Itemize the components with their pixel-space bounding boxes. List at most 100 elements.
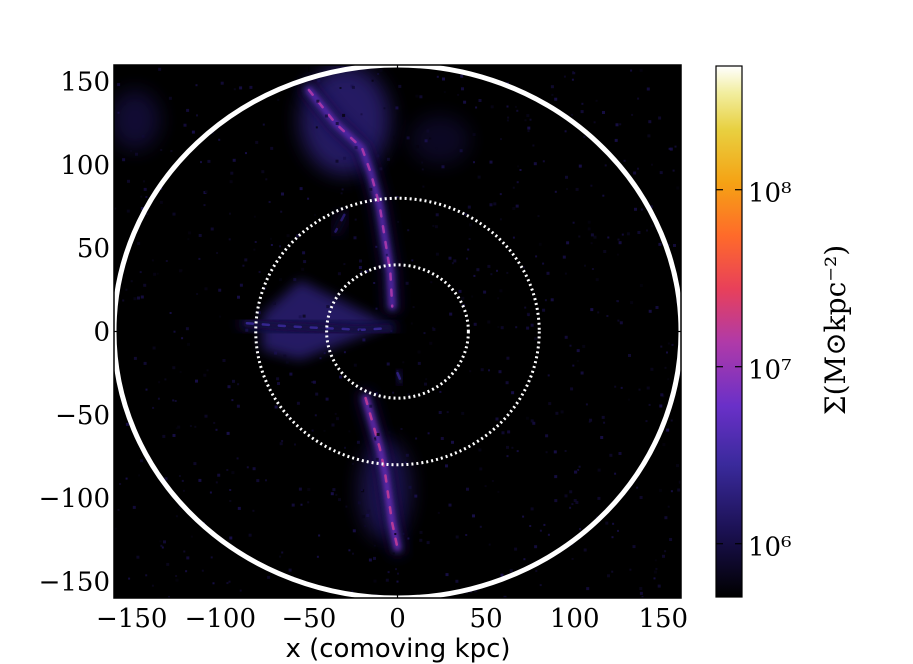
- noise-pixel: [645, 420, 648, 423]
- noise-pixel: [461, 296, 465, 300]
- noise-pixel: [670, 419, 673, 422]
- noise-pixel: [274, 351, 278, 355]
- noise-pixel: [511, 446, 514, 449]
- noise-pixel: [160, 149, 163, 151]
- noise-pixel: [429, 137, 432, 140]
- noise-pixel: [511, 391, 515, 395]
- noise-pixel: [343, 156, 347, 160]
- noise-pixel: [506, 455, 509, 458]
- noise-pixel: [229, 212, 231, 215]
- noise-pixel: [141, 134, 145, 138]
- noise-pixel: [253, 248, 256, 251]
- noise-pixel: [196, 293, 199, 295]
- y-tick-label: −150: [39, 567, 110, 597]
- noise-pixel: [461, 87, 464, 91]
- noise-pixel: [353, 363, 357, 367]
- noise-pixel: [423, 332, 426, 335]
- noise-pixel: [506, 119, 509, 122]
- noise-pixel: [657, 584, 661, 588]
- noise-pixel: [386, 157, 390, 161]
- noise-pixel: [590, 184, 593, 187]
- noise-pixel: [472, 133, 476, 137]
- noise-pixel: [617, 238, 620, 241]
- noise-pixel: [630, 69, 633, 72]
- noise-pixel: [451, 262, 454, 265]
- noise-pixel: [597, 311, 600, 314]
- noise-pixel: [600, 436, 604, 439]
- noise-pixel: [122, 158, 126, 162]
- noise-pixel: [367, 451, 370, 454]
- noise-pixel: [379, 69, 383, 72]
- noise-pixel: [257, 311, 261, 315]
- noise-pixel: [538, 242, 542, 246]
- noise-pixel: [169, 312, 172, 314]
- noise-pixel: [570, 387, 574, 391]
- noise-pixel: [352, 552, 354, 555]
- noise-pixel: [512, 236, 515, 239]
- noise-pixel: [123, 102, 127, 106]
- noise-pixel: [617, 529, 619, 532]
- noise-pixel: [529, 118, 532, 121]
- noise-pixel: [175, 578, 179, 582]
- noise-pixel: [653, 570, 657, 574]
- noise-pixel: [607, 574, 610, 578]
- noise-pixel: [311, 429, 314, 432]
- noise-pixel: [390, 330, 393, 333]
- noise-pixel: [507, 116, 510, 119]
- noise-pixel: [414, 494, 418, 498]
- noise-pixel: [237, 383, 240, 386]
- noise-pixel: [435, 147, 438, 150]
- noise-pixel: [379, 167, 383, 171]
- noise-pixel: [667, 378, 670, 381]
- noise-pixel: [530, 507, 534, 511]
- noise-pixel: [591, 268, 594, 270]
- noise-pixel: [647, 134, 651, 138]
- noise-pixel: [360, 489, 363, 492]
- upper-right-haze: [410, 115, 470, 165]
- noise-pixel: [353, 236, 357, 240]
- noise-pixel: [588, 420, 591, 423]
- noise-pixel: [125, 477, 128, 480]
- noise-pixel: [555, 411, 559, 415]
- noise-pixel: [609, 453, 613, 457]
- noise-pixel: [231, 399, 234, 402]
- noise-pixel: [338, 498, 341, 502]
- noise-pixel: [335, 159, 339, 163]
- noise-pixel: [581, 102, 584, 105]
- noise-pixel: [210, 556, 213, 559]
- noise-pixel: [467, 248, 470, 251]
- noise-pixel: [497, 326, 500, 328]
- noise-pixel: [114, 107, 116, 110]
- noise-pixel: [233, 88, 236, 91]
- noise-pixel: [201, 569, 204, 572]
- noise-pixel: [619, 321, 623, 325]
- noise-pixel: [360, 270, 363, 273]
- noise-pixel: [449, 312, 453, 316]
- noise-pixel: [422, 185, 425, 188]
- noise-pixel: [543, 523, 546, 526]
- noise-pixel: [554, 499, 558, 503]
- noise-pixel: [623, 159, 626, 162]
- noise-pixel: [344, 446, 346, 449]
- left-wedge-core: [245, 321, 390, 332]
- noise-pixel: [655, 567, 658, 570]
- noise-pixel: [228, 238, 231, 241]
- noise-pixel: [135, 152, 138, 156]
- noise-pixel: [674, 145, 677, 148]
- noise-pixel: [321, 327, 324, 330]
- noise-pixel: [467, 205, 471, 209]
- noise-pixel: [448, 256, 452, 260]
- noise-pixel: [587, 227, 591, 231]
- x-tick-label: 0: [389, 604, 406, 634]
- central-clump-core: [396, 371, 403, 383]
- noise-pixel: [621, 233, 624, 236]
- noise-pixel: [160, 544, 163, 547]
- noise-pixel: [153, 272, 157, 276]
- noise-pixel: [244, 258, 248, 262]
- noise-pixel: [374, 392, 378, 396]
- noise-pixel: [455, 535, 459, 539]
- noise-pixel: [583, 548, 587, 552]
- noise-pixel: [554, 475, 558, 479]
- noise-pixel: [496, 269, 498, 272]
- noise-pixel: [358, 266, 362, 269]
